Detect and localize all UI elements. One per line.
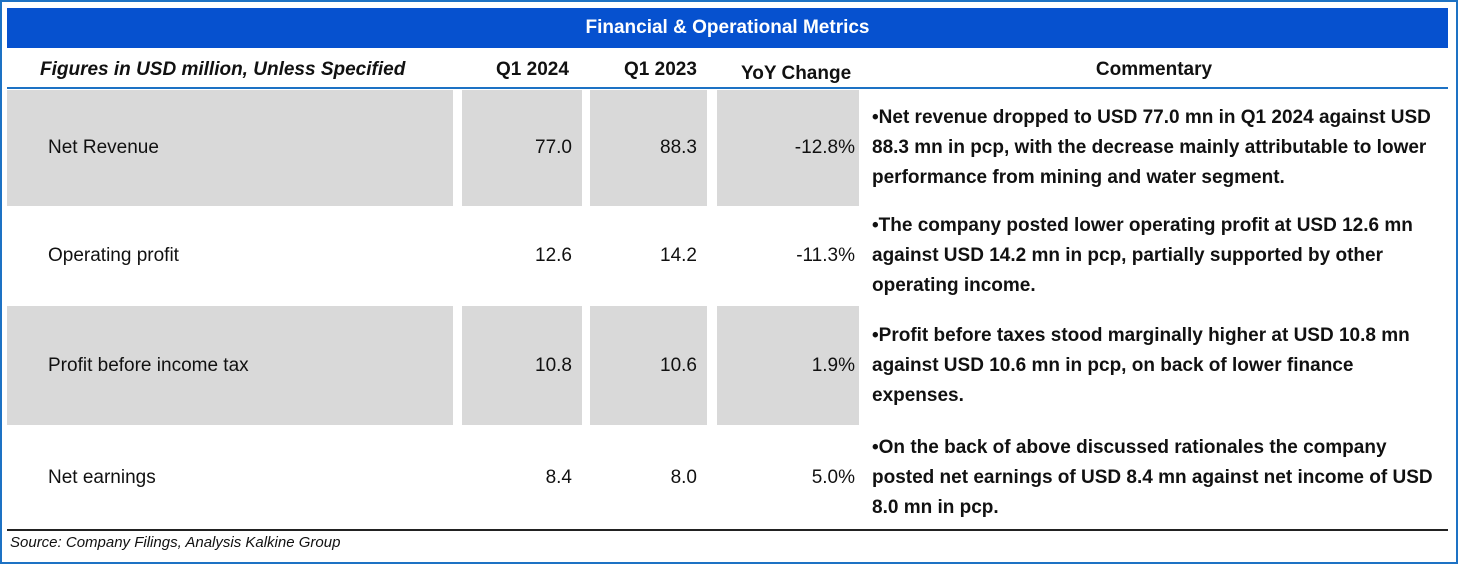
commentary-text: •Profit before taxes stood marginally hi… [872, 325, 1410, 406]
header-q1-2023: Q1 2023 [624, 59, 697, 80]
value-q1-2023: 8.0 [670, 467, 697, 488]
value-yoy-change: -12.8% [717, 90, 859, 206]
commentary-text: •On the back of above discussed rational… [872, 437, 1433, 518]
header-figures-note: Figures in USD million, Unless Specified [40, 59, 406, 80]
metric-label: Operating profit [48, 245, 179, 266]
source-note: Source: Company Filings, Analysis Kalkin… [10, 534, 341, 551]
header-divider [7, 87, 1448, 89]
value-q1-2024: 77.0 [462, 90, 582, 206]
table-title: Financial & Operational Metrics [7, 8, 1448, 48]
value-q1-2024: 10.8 [462, 306, 582, 425]
commentary-text: •Net revenue dropped to USD 77.0 mn in Q… [872, 107, 1431, 188]
value-yoy-change: 5.0% [811, 467, 855, 488]
value-yoy-change: -11.3% [796, 245, 855, 266]
metric-label: Profit before income tax [7, 306, 453, 425]
value-q1-2023: 14.2 [660, 245, 697, 266]
value-q1-2024: 8.4 [545, 467, 572, 488]
footer-divider [7, 529, 1448, 531]
metric-label: Net Revenue [7, 90, 453, 206]
header-yoy-change: YoY Change [741, 63, 852, 84]
header-q1-2024: Q1 2024 [496, 59, 569, 80]
value-yoy-change: 1.9% [717, 306, 859, 425]
commentary-text: •The company posted lower operating prof… [872, 215, 1413, 296]
value-q1-2023: 88.3 [590, 90, 707, 206]
value-q1-2023: 10.6 [590, 306, 707, 425]
value-q1-2024: 12.6 [535, 245, 572, 266]
header-commentary: Commentary [1095, 59, 1213, 80]
metric-label: Net earnings [48, 467, 156, 488]
